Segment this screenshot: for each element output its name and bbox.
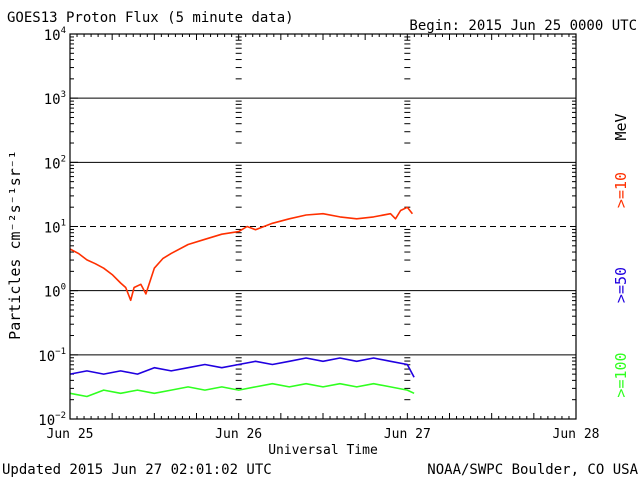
y-tick-label: 104	[44, 26, 66, 44]
y-tick-label: 100	[44, 283, 66, 301]
series-line-10mev	[69, 206, 414, 302]
series-lines	[69, 206, 415, 398]
y-tick-labels: 10−2 10−1 100 101 102 103 104	[38, 26, 78, 429]
energy-legend: >=10 >=50 >=100	[612, 172, 630, 398]
legend-entry: >=100	[612, 352, 630, 397]
x-tick-label: Jun 28	[553, 427, 600, 442]
y-tick-label: 103	[44, 90, 66, 108]
legend-unit-label: MeV	[612, 113, 630, 140]
x-tick-label: Jun 26	[215, 427, 262, 442]
y-tick-label: 102	[44, 154, 66, 172]
begin-label: Begin: 2015 Jun 25 0000 UTC	[409, 18, 637, 34]
y-axis-label: Particles cm⁻²s⁻¹sr⁻¹	[6, 150, 24, 340]
legend-entry: >=10	[612, 172, 630, 208]
day-boundary-marker	[235, 36, 242, 401]
series-line-50mev	[69, 357, 415, 378]
legend-entry: >=50	[612, 267, 630, 303]
x-axis-label: Universal Time	[268, 443, 378, 458]
y-tick-label: 101	[44, 219, 66, 237]
chart-title: GOES13 Proton Flux (5 minute data)	[7, 10, 294, 26]
gridlines	[70, 97, 576, 356]
y-tick-label: 10−2	[38, 411, 66, 429]
updated-label: Updated 2015 Jun 27 02:01:02 UTC	[2, 462, 272, 478]
x-tick-label: Jun 25	[47, 427, 94, 442]
x-tick-label: Jun 27	[384, 427, 431, 442]
x-tick-labels: Jun 25 Jun 26 Jun 27 Jun 28	[47, 427, 600, 442]
day-boundary-marker	[404, 36, 411, 401]
credit-label: NOAA/SWPC Boulder, CO USA	[427, 462, 638, 478]
y-tick-label: 10−1	[38, 347, 66, 365]
series-line-100mev	[69, 382, 415, 398]
day-boundary-ticks	[235, 36, 411, 401]
